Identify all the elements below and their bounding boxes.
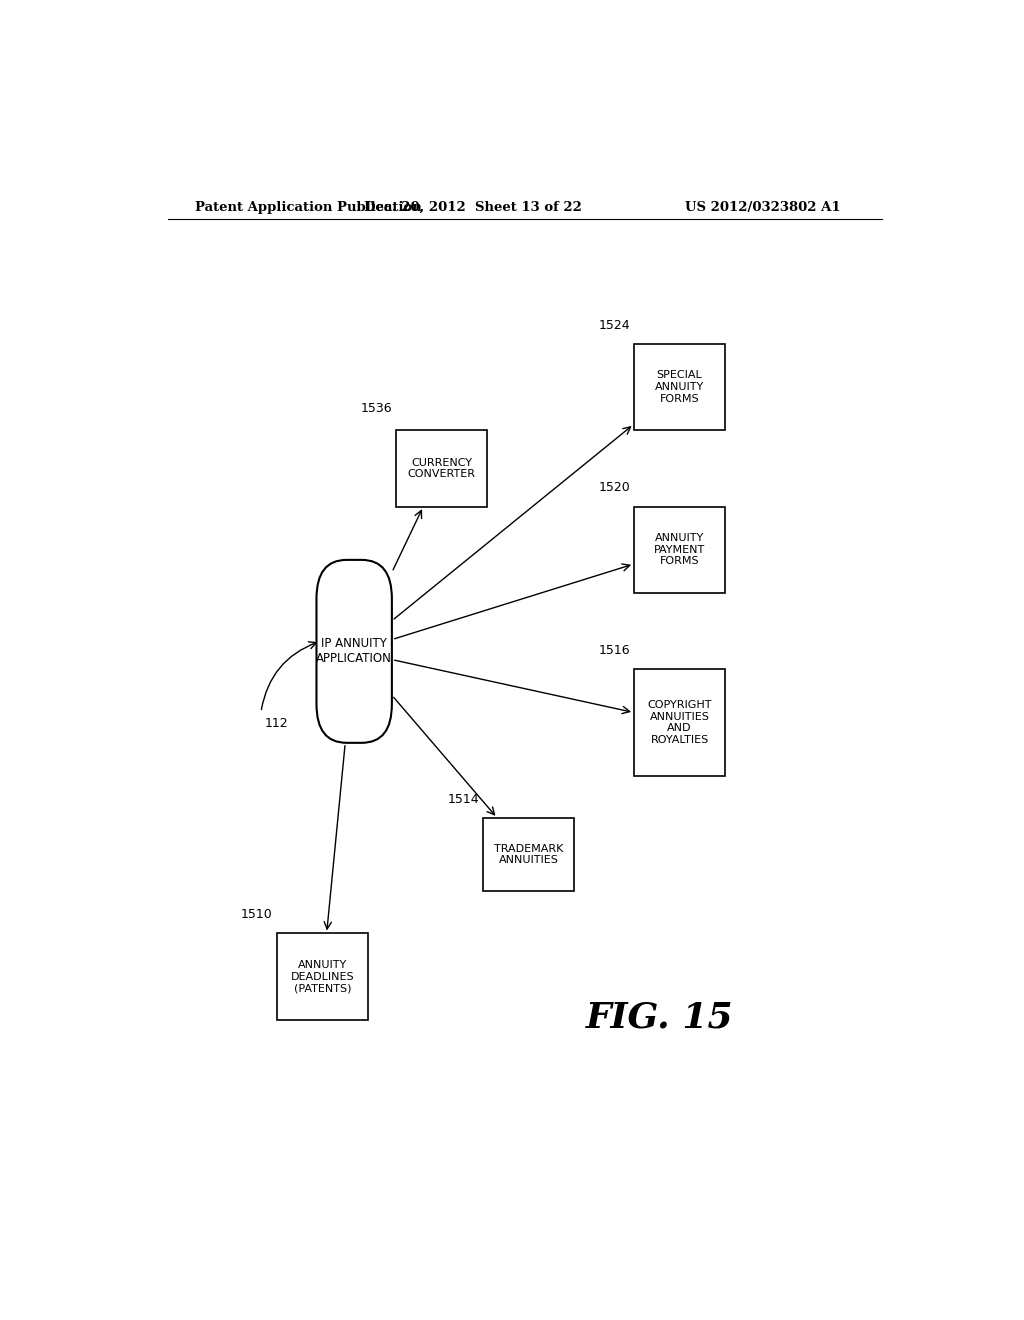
Bar	[276, 933, 368, 1020]
Text: IP ANNUITY
APPLICATION: IP ANNUITY APPLICATION	[316, 638, 392, 665]
Bar	[483, 818, 574, 891]
Text: 1520: 1520	[598, 482, 630, 494]
Text: Patent Application Publication: Patent Application Publication	[196, 201, 422, 214]
Text: 1510: 1510	[241, 908, 272, 921]
Text: 1516: 1516	[598, 644, 630, 657]
Text: ANNUITY
DEADLINES
(PATENTS): ANNUITY DEADLINES (PATENTS)	[291, 960, 354, 993]
Text: SPECIAL
ANNUITY
FORMS: SPECIAL ANNUITY FORMS	[655, 371, 705, 404]
Bar	[634, 507, 725, 593]
Text: CURRENCY
CONVERTER: CURRENCY CONVERTER	[408, 458, 475, 479]
Bar	[634, 345, 725, 430]
FancyBboxPatch shape	[316, 560, 392, 743]
Text: 1514: 1514	[447, 793, 479, 805]
Text: US 2012/0323802 A1: US 2012/0323802 A1	[685, 201, 841, 214]
Bar	[396, 430, 487, 507]
Text: TRADEMARK
ANNUITIES: TRADEMARK ANNUITIES	[495, 843, 563, 866]
Text: ANNUITY
PAYMENT
FORMS: ANNUITY PAYMENT FORMS	[654, 533, 706, 566]
Text: 112: 112	[265, 718, 289, 730]
Text: FIG. 15: FIG. 15	[586, 1001, 733, 1035]
Text: 1536: 1536	[360, 403, 392, 414]
Text: 1524: 1524	[598, 318, 630, 331]
Text: Dec. 20, 2012  Sheet 13 of 22: Dec. 20, 2012 Sheet 13 of 22	[365, 201, 583, 214]
Bar	[634, 669, 725, 776]
Text: COPYRIGHT
ANNUITIES
AND
ROYALTIES: COPYRIGHT ANNUITIES AND ROYALTIES	[647, 700, 712, 744]
